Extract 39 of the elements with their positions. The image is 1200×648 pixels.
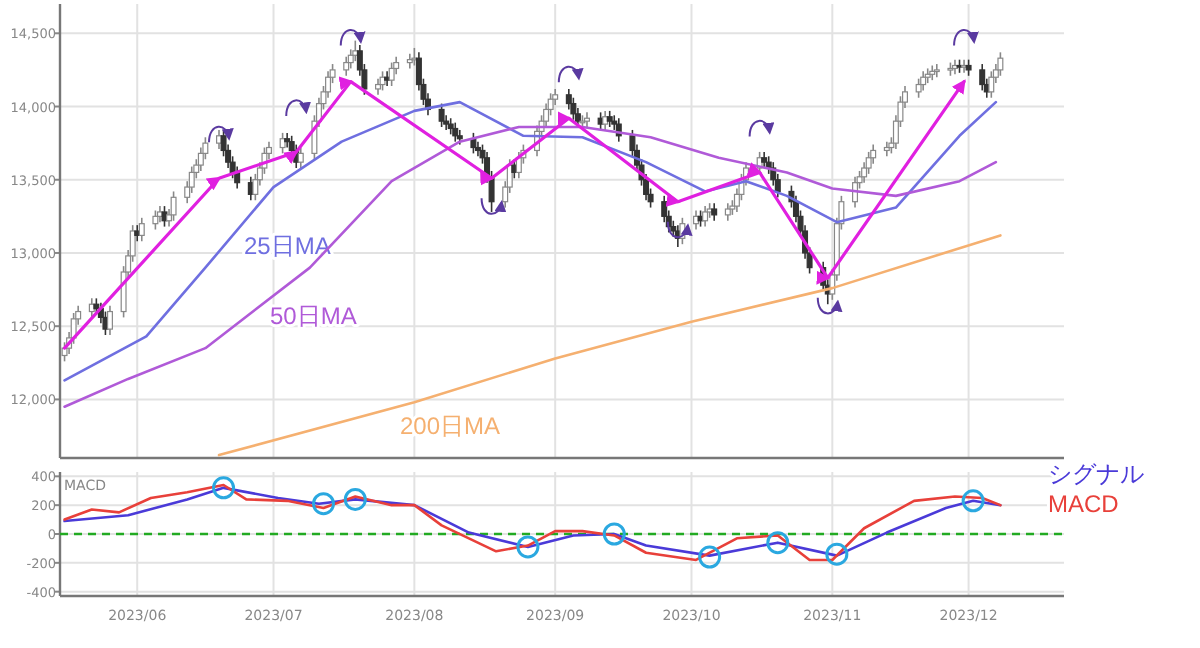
- series-label: 50日MA: [270, 302, 357, 330]
- candlestick: [661, 195, 668, 224]
- candlestick: [106, 304, 113, 336]
- point: [602, 522, 626, 546]
- candlestick: [352, 39, 359, 62]
- candlestick: [452, 121, 459, 143]
- candlestick: [924, 67, 931, 84]
- point: [516, 535, 540, 559]
- line-series: [63, 100, 998, 382]
- candlestick: [443, 114, 450, 131]
- candlestick: [702, 205, 709, 228]
- candlestick: [570, 96, 577, 121]
- candlestick: [284, 132, 291, 149]
- candlestick: [920, 70, 927, 92]
- point: [961, 489, 985, 513]
- point: [343, 487, 367, 511]
- candlestick: [979, 63, 986, 92]
- point: [766, 531, 790, 555]
- line-series: [63, 125, 998, 409]
- series-label: MACD: [1048, 490, 1120, 518]
- point: [698, 545, 722, 569]
- candlestick: [388, 61, 395, 87]
- text: シグナル: [1048, 460, 1144, 488]
- candlestick: [988, 70, 995, 99]
- point: [311, 492, 335, 516]
- series-label: 25日MA: [244, 232, 331, 260]
- candlestick: [152, 209, 159, 231]
- candlestick: [170, 190, 177, 222]
- line-series: [217, 234, 1002, 457]
- candlestick: [997, 51, 1004, 77]
- candlestick: [347, 48, 354, 70]
- point: [825, 542, 849, 566]
- point: [212, 476, 236, 500]
- candlestick: [915, 77, 922, 99]
- series-label: 200日MA: [400, 412, 501, 440]
- candlestick: [297, 146, 304, 169]
- candlestick: [961, 58, 968, 74]
- candlestick: [865, 151, 872, 175]
- candlestick: [343, 55, 350, 77]
